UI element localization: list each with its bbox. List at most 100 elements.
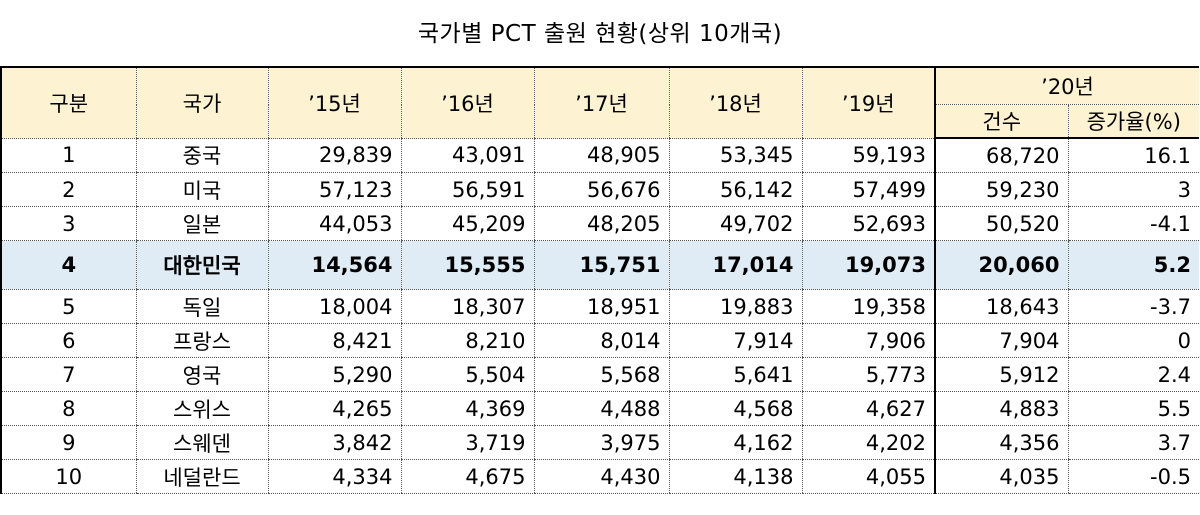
cell-y15: 5,290 [267,357,401,392]
cell-y20-count: 4,356 [934,425,1068,460]
cell-y16: 4,675 [400,459,534,494]
cell-y17: 48,205 [533,206,669,241]
cell-y20-growth: 2.4 [1067,357,1199,392]
header-y20-count: 건수 [934,104,1068,139]
cell-y17: 8,014 [533,323,669,358]
cell-y16: 5,504 [400,357,534,392]
cell-y20-count: 18,643 [934,289,1068,324]
cell-rank: 3 [0,206,136,241]
cell-rank: 9 [0,425,136,460]
cell-y15: 18,004 [267,289,401,324]
table-row: 9 스웨덴 3,842 3,719 3,975 4,162 4,202 4,356 3.7 [0,425,1199,460]
cell-y18: 17,014 [668,240,802,290]
cell-y17: 56,676 [533,172,669,207]
cell-y17: 4,488 [533,391,669,426]
cell-country: 스위스 [135,391,268,426]
pct-table: 구분 국가 ’15년 ’16년 ’17년 ’18년 ’19년 ’20년 건수 증… [0,66,1199,494]
cell-country: 중국 [135,138,268,173]
cell-rank: 4 [0,240,136,290]
table-row: 3 일본 44,053 45,209 48,205 49,702 52,693 50,520-… [0,206,1199,241]
cell-y15: 3,842 [267,425,401,460]
cell-y16: 4,369 [400,391,534,426]
table-row: 5 독일 18,004 18,307 18,951 19,883 19,358 18,643-… [0,289,1199,324]
header-y20: ’20년 [934,67,1199,105]
cell-y20-count: 59,230 [934,172,1068,207]
cell-y20-growth: 5.5 [1067,391,1199,426]
cell-y16: 43,091 [400,138,534,173]
cell-y19: 57,499 [801,172,935,207]
cell-y17: 5,568 [533,357,669,392]
cell-y20-count: 50,520 [934,206,1068,241]
cell-y15: 29,839 [267,138,401,173]
cell-y18: 7,914 [668,323,802,358]
cell-y15: 4,334 [267,459,401,494]
cell-y18: 53,345 [668,138,802,173]
cell-y16: 18,307 [400,289,534,324]
cell-y20-growth: 0 [1067,323,1199,358]
cell-y18: 5,641 [668,357,802,392]
table-row: 8 스위스 4,265 4,369 4,488 4,568 4,627 4,883 5.5 [0,391,1199,426]
cell-y20-count: 5,912 [934,357,1068,392]
cell-country: 프랑스 [135,323,268,358]
cell-y17: 15,751 [533,240,669,290]
cell-y19: 59,193 [801,138,935,173]
cell-y20-growth: 5.2 [1067,240,1199,290]
table-title: 국가별 PCT 출원 현황(상위 10개국) [417,21,783,47]
cell-rank: 6 [0,323,136,358]
cell-y20-count: 7,904 [934,323,1068,358]
cell-y19: 19,358 [801,289,935,324]
cell-y18: 4,138 [668,459,802,494]
cell-rank: 8 [0,391,136,426]
cell-y19: 7,906 [801,323,935,358]
table-row: 4 대한민국 14,564 15,555 15,751 17,014 19,073 20,06… [0,240,1199,290]
header-y16: ’16년 [400,67,534,139]
cell-y15: 14,564 [267,240,401,290]
cell-y15: 57,123 [267,172,401,207]
cell-rank: 7 [0,357,136,392]
header-country: 국가 [135,67,268,139]
cell-y19: 4,202 [801,425,935,460]
cell-country: 일본 [135,206,268,241]
cell-y20-growth: -0.5 [1067,459,1199,494]
cell-y20-growth: 3.7 [1067,425,1199,460]
table-row: 10 네덜란드 4,334 4,675 4,430 4,138 4,055 4,035 -0.5 [0,459,1199,494]
header-y20-growth: 증가율(%) [1067,104,1199,139]
cell-country: 스웨덴 [135,425,268,460]
table-row: 1 중국 29,839 43,091 48,905 53,345 59,193 68,720 1… [0,138,1199,173]
cell-y20-growth: -4.1 [1067,206,1199,241]
header-y18: ’18년 [668,67,802,139]
cell-country: 영국 [135,357,268,392]
cell-y16: 15,555 [400,240,534,290]
cell-y20-count: 68,720 [934,138,1068,173]
cell-y17: 48,905 [533,138,669,173]
cell-y18: 4,162 [668,425,802,460]
cell-y19: 19,073 [801,240,935,290]
cell-y17: 3,975 [533,425,669,460]
table-row: 2 미국 57,123 56,591 56,676 56,142 57,499 59,230 3 [0,172,1199,207]
header-y17: ’17년 [533,67,669,139]
cell-y19: 5,773 [801,357,935,392]
cell-y20-growth: -3.7 [1067,289,1199,324]
header-rank: 구분 [0,67,136,139]
cell-y15: 44,053 [267,206,401,241]
cell-country: 미국 [135,172,268,207]
cell-y19: 4,055 [801,459,935,494]
cell-y18: 19,883 [668,289,802,324]
cell-rank: 1 [0,138,136,173]
cell-y20-count: 4,035 [934,459,1068,494]
cell-country: 네덜란드 [135,459,268,494]
cell-y16: 8,210 [400,323,534,358]
cell-country: 대한민국 [135,240,268,290]
cell-y19: 4,627 [801,391,935,426]
cell-y20-count: 20,060 [934,240,1068,290]
header-y19: ’19년 [801,67,935,139]
cell-y17: 4,430 [533,459,669,494]
cell-y16: 45,209 [400,206,534,241]
cell-y15: 4,265 [267,391,401,426]
cell-y18: 56,142 [668,172,802,207]
cell-y15: 8,421 [267,323,401,358]
table-row: 7 영국 5,290 5,504 5,568 5,641 5,773 5,912 2.4 [0,357,1199,392]
cell-y20-growth: 3 [1067,172,1199,207]
cell-y20-growth: 16.1 [1067,138,1199,173]
cell-y17: 18,951 [533,289,669,324]
